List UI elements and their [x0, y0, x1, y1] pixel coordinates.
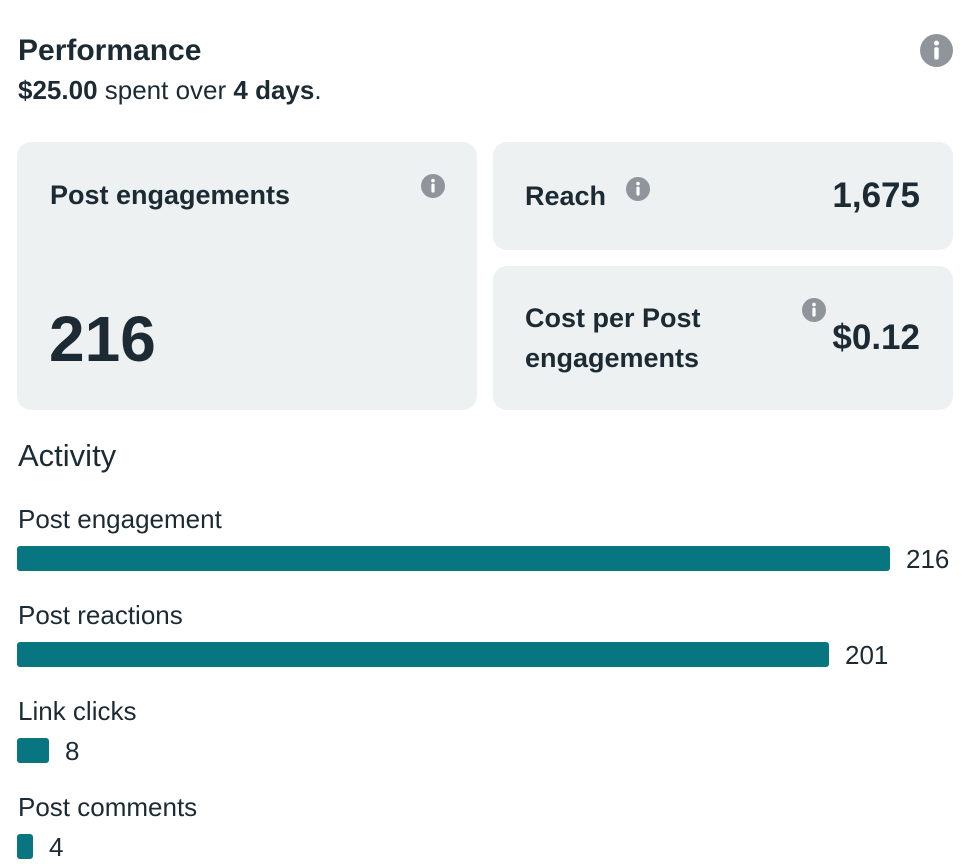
- reach-label: Reach: [525, 181, 607, 211]
- post-engagements-card: Post engagements 216: [17, 142, 477, 410]
- spent-amount: $25.00: [18, 75, 98, 105]
- spent-middle-text: spent over: [104, 75, 227, 105]
- activity-label-link-clicks: Link clicks: [18, 696, 137, 726]
- activity-bar-link-clicks: [17, 738, 49, 763]
- performance-info-icon[interactable]: [920, 34, 953, 67]
- post-engagements-info-icon[interactable]: [421, 174, 445, 198]
- post-engagements-value: 216: [49, 303, 156, 375]
- spend-summary: $25.00 spent over 4 days.: [18, 73, 322, 107]
- activity-label-post-comments: Post comments: [18, 792, 198, 822]
- page-title: Performance: [18, 34, 202, 67]
- spent-days: 4 days: [233, 75, 315, 105]
- reach-info-icon[interactable]: [626, 177, 650, 201]
- reach-card: Reach 1,675: [493, 142, 953, 250]
- reach-value: 1,675: [832, 176, 920, 215]
- activity-bar-post-engagement: [17, 546, 890, 571]
- cost-per-value: $0.12: [832, 318, 920, 357]
- activity-label-post-engagement: Post engagement: [18, 504, 222, 534]
- activity-bar-post-comments: [17, 834, 33, 859]
- activity-title: Activity: [18, 438, 117, 473]
- post-engagements-label: Post engagements: [50, 180, 291, 210]
- period-end: .: [314, 75, 322, 105]
- cost-per-label-line2: engagements: [525, 343, 700, 373]
- activity-bar-post-reactions: [17, 642, 829, 667]
- cost-per-engagement-card: Cost per Post engagements $0.12: [493, 266, 953, 410]
- activity-value-post-comments: 4: [49, 832, 64, 862]
- activity-value-link-clicks: 8: [65, 736, 80, 766]
- activity-value-post-reactions: 201: [845, 640, 889, 670]
- cost-per-info-icon[interactable]: [802, 298, 826, 322]
- cost-per-label-line1: Cost per Post: [525, 303, 701, 333]
- activity-value-post-engagement: 216: [906, 544, 950, 574]
- activity-label-post-reactions: Post reactions: [18, 600, 183, 630]
